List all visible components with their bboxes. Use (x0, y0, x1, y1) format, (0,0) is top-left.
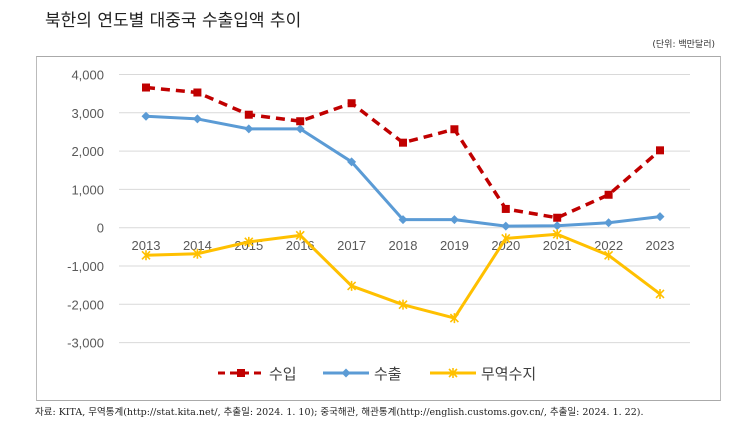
chart-frame (36, 56, 721, 401)
data-point (192, 114, 202, 124)
y-tick-label: 4,000 (71, 68, 104, 83)
data-point (244, 110, 253, 119)
data-point (347, 157, 357, 167)
unit-label: (단위: 백만달러) (652, 40, 715, 50)
page-title: 북한의 연도별 대중국 수출입액 추이 (45, 11, 302, 31)
data-point (237, 369, 245, 377)
x-tick-label: 2023 (646, 238, 675, 253)
x-tick-label: 2014 (183, 238, 212, 253)
data-point (141, 250, 151, 261)
data-point (501, 233, 511, 244)
data-point (193, 88, 202, 97)
y-tick-label: 0 (97, 221, 104, 236)
data-point (552, 229, 562, 240)
legend-label: 수입 (269, 365, 297, 383)
data-point (341, 368, 351, 378)
y-tick-label: 1,000 (71, 182, 104, 197)
data-point (655, 212, 665, 222)
x-tick-label: 2013 (132, 238, 161, 253)
data-point (501, 221, 511, 231)
data-point (553, 213, 562, 222)
y-tick-label: 3,000 (71, 106, 104, 121)
data-point (295, 230, 305, 241)
x-tick-label: 2019 (440, 238, 469, 253)
data-point (604, 250, 614, 261)
data-point (244, 124, 254, 134)
legend-label: 수출 (374, 365, 402, 383)
data-point (604, 218, 614, 228)
x-tick-label: 2018 (389, 238, 418, 253)
data-point (449, 313, 459, 324)
x-tick-label: 2017 (337, 238, 366, 253)
data-point (656, 146, 664, 155)
data-point (449, 215, 459, 225)
data-point (295, 124, 305, 134)
data-point (296, 117, 305, 126)
series-line (145, 114, 661, 228)
data-point (347, 99, 356, 108)
data-point (192, 248, 202, 259)
y-tick-label: 2,000 (71, 144, 104, 159)
data-point (604, 190, 613, 199)
y-tick-label: -3,000 (67, 336, 104, 351)
data-point (655, 288, 665, 299)
y-tick-label: -2,000 (67, 297, 104, 312)
data-point (399, 138, 407, 147)
data-point (141, 111, 151, 121)
y-tick-label: -1,000 (67, 259, 104, 274)
x-tick-label: 2021 (543, 238, 572, 253)
data-point (552, 221, 562, 231)
data-point (398, 299, 408, 310)
series-line (145, 85, 662, 220)
legend-label: 무역수지 (481, 365, 536, 383)
source-note: 자료: KITA, 무역통계(http://stat.kita.net/, 추출… (35, 407, 644, 418)
data-point (244, 236, 254, 247)
data-point (501, 204, 510, 213)
data-point (142, 83, 150, 92)
data-point (448, 368, 458, 378)
data-point (450, 125, 459, 134)
data-point (347, 280, 357, 291)
x-tick-label: 2022 (594, 238, 623, 253)
data-point (398, 215, 408, 225)
